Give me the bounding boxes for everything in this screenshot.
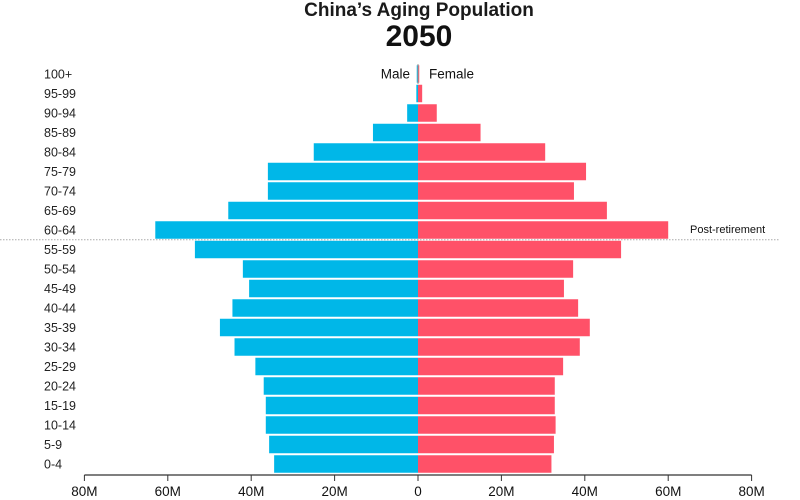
- bar-male-75-79: [267, 162, 418, 181]
- bar-male-85-89: [372, 123, 418, 142]
- post-retirement-label: Post-retirement: [690, 224, 765, 236]
- bar-female-60-64: [418, 221, 669, 239]
- x-tick-label: 60M: [655, 484, 681, 499]
- bar-male-80-84: [313, 143, 418, 161]
- x-tick-label: 40M: [238, 484, 264, 499]
- age-label: 65-69: [44, 204, 76, 218]
- age-label: 45-49: [44, 282, 76, 296]
- x-tick-label: 0: [414, 484, 422, 499]
- bar-female-75-79: [418, 162, 587, 181]
- age-label: 50-54: [44, 263, 76, 277]
- age-label: 25-29: [44, 360, 76, 374]
- bar-female-85-89: [418, 123, 481, 142]
- age-label: 15-19: [44, 399, 76, 413]
- bar-male-50-54: [242, 260, 418, 278]
- bar-female-20-24: [418, 377, 555, 395]
- age-label: 100+: [44, 68, 72, 82]
- bar-male-30-34: [234, 338, 418, 356]
- bar-female-100+: [418, 65, 420, 83]
- age-label: 55-59: [44, 243, 76, 257]
- legend-male: Male: [381, 67, 410, 82]
- x-tick-label: 20M: [488, 484, 514, 499]
- bar-male-70-74: [267, 182, 418, 200]
- age-label: 10-14: [44, 419, 76, 433]
- age-label: 20-24: [44, 380, 76, 394]
- bar-male-15-19: [265, 396, 418, 415]
- age-label: 35-39: [44, 321, 76, 335]
- bar-male-45-49: [249, 279, 418, 298]
- bar-female-80-84: [418, 143, 546, 161]
- age-label: 80-84: [44, 146, 76, 160]
- age-label: 0-4: [44, 458, 62, 472]
- age-label: 75-79: [44, 165, 76, 179]
- x-tick-label: 80M: [738, 484, 764, 499]
- bar-male-10-14: [265, 416, 418, 434]
- x-tick-label: 20M: [321, 484, 347, 499]
- bar-male-100+: [416, 65, 418, 83]
- bar-male-0-4: [274, 455, 418, 473]
- bar-male-95-99: [416, 84, 418, 103]
- bar-male-60-64: [155, 221, 419, 239]
- legend-female: Female: [429, 67, 474, 82]
- x-tick-label: 80M: [71, 484, 97, 499]
- bar-female-25-29: [418, 357, 564, 376]
- bar-female-70-74: [418, 182, 574, 200]
- bar-female-65-69: [418, 201, 607, 220]
- age-label: 60-64: [44, 224, 76, 238]
- bar-male-55-59: [194, 240, 418, 259]
- age-label: 90-94: [44, 107, 76, 121]
- age-label: 5-9: [44, 438, 62, 452]
- bar-female-5-9: [418, 435, 554, 454]
- bar-female-55-59: [418, 240, 622, 259]
- bar-male-65-69: [228, 201, 418, 220]
- chart-title: China’s Aging Population: [304, 0, 534, 21]
- bar-female-0-4: [418, 455, 552, 473]
- bar-female-10-14: [418, 416, 556, 434]
- bar-female-35-39: [418, 318, 590, 337]
- chart-subtitle: 2050: [385, 20, 453, 53]
- bar-female-90-94: [418, 104, 437, 122]
- bar-male-25-29: [255, 357, 418, 376]
- age-label: 40-44: [44, 302, 76, 316]
- bar-female-50-54: [418, 260, 574, 278]
- bar-male-5-9: [269, 435, 418, 454]
- bar-female-95-99: [418, 84, 423, 103]
- bar-female-15-19: [418, 396, 555, 415]
- age-label: 30-34: [44, 341, 76, 355]
- age-label: 95-99: [44, 87, 76, 101]
- bar-female-40-44: [418, 299, 579, 317]
- bar-male-40-44: [232, 299, 418, 317]
- bar-male-20-24: [263, 377, 418, 395]
- age-label: 70-74: [44, 185, 76, 199]
- x-tick-label: 60M: [155, 484, 181, 499]
- bar-male-35-39: [219, 318, 418, 337]
- bar-female-45-49: [418, 279, 564, 298]
- x-tick-label: 40M: [572, 484, 598, 499]
- bar-male-90-94: [407, 104, 418, 122]
- bar-female-30-34: [418, 338, 580, 356]
- age-label: 85-89: [44, 126, 76, 140]
